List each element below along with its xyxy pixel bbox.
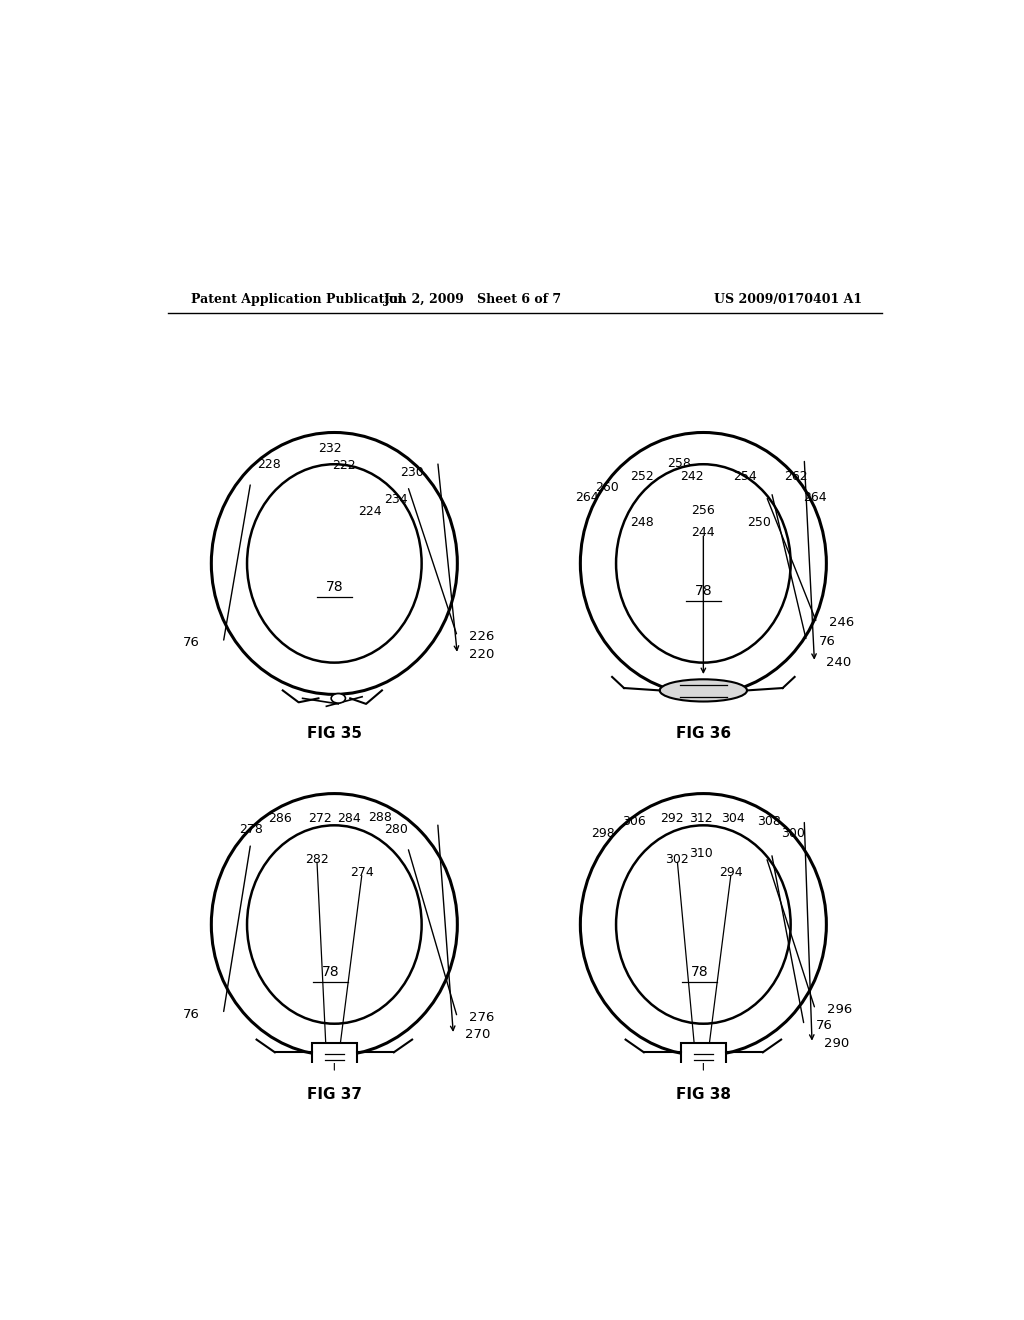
- Text: 300: 300: [781, 826, 805, 840]
- Text: 76: 76: [816, 1019, 833, 1032]
- Bar: [312, 1043, 356, 1065]
- Text: 284: 284: [337, 813, 360, 825]
- Text: 240: 240: [826, 656, 852, 669]
- Text: FIG 36: FIG 36: [676, 726, 731, 741]
- Text: 264: 264: [803, 491, 826, 504]
- Text: 248: 248: [631, 516, 654, 529]
- Text: 258: 258: [668, 457, 691, 470]
- Text: 282: 282: [305, 853, 329, 866]
- Text: 220: 220: [469, 648, 495, 661]
- Text: 286: 286: [268, 813, 292, 825]
- Text: 252: 252: [631, 470, 654, 483]
- Text: FIG 35: FIG 35: [307, 726, 361, 741]
- Text: 78: 78: [322, 965, 339, 979]
- Text: 76: 76: [818, 635, 836, 648]
- Bar: [681, 1043, 726, 1065]
- Text: 290: 290: [824, 1038, 849, 1051]
- Text: 276: 276: [469, 1011, 495, 1024]
- Text: 78: 78: [326, 581, 343, 594]
- Text: 280: 280: [384, 822, 409, 836]
- Text: 274: 274: [350, 866, 374, 879]
- Text: 272: 272: [308, 813, 332, 825]
- Text: 224: 224: [358, 506, 382, 519]
- Text: 76: 76: [182, 1007, 200, 1020]
- Text: 296: 296: [827, 1003, 852, 1016]
- Text: 256: 256: [691, 504, 715, 516]
- Text: 312: 312: [689, 813, 713, 825]
- Text: 278: 278: [239, 822, 263, 836]
- Text: 234: 234: [384, 494, 408, 507]
- Text: 228: 228: [257, 458, 282, 471]
- Text: 246: 246: [828, 616, 854, 630]
- Text: 232: 232: [318, 442, 342, 455]
- Text: 78: 78: [694, 585, 712, 598]
- Text: 254: 254: [733, 470, 758, 483]
- Text: 260: 260: [595, 480, 618, 494]
- Text: 78: 78: [690, 965, 709, 979]
- Text: Jul. 2, 2009   Sheet 6 of 7: Jul. 2, 2009 Sheet 6 of 7: [384, 293, 562, 306]
- Text: 306: 306: [623, 814, 646, 828]
- Text: 310: 310: [689, 847, 713, 861]
- Text: 264: 264: [574, 491, 598, 504]
- Text: 230: 230: [400, 466, 424, 479]
- Text: FIG 38: FIG 38: [676, 1088, 731, 1102]
- Text: 308: 308: [758, 814, 781, 828]
- Text: FIG 37: FIG 37: [307, 1088, 361, 1102]
- Text: 302: 302: [666, 853, 689, 866]
- Text: US 2009/0170401 A1: US 2009/0170401 A1: [714, 293, 862, 306]
- Ellipse shape: [331, 693, 345, 704]
- Text: 262: 262: [784, 470, 808, 483]
- Text: 250: 250: [746, 516, 771, 529]
- Text: 222: 222: [332, 459, 355, 473]
- Text: 304: 304: [721, 813, 744, 825]
- Text: 244: 244: [691, 525, 715, 539]
- Text: 226: 226: [469, 630, 495, 643]
- Text: 294: 294: [719, 866, 743, 879]
- Text: 242: 242: [680, 470, 703, 483]
- Text: 270: 270: [465, 1028, 490, 1041]
- Text: 76: 76: [182, 636, 200, 649]
- Text: 292: 292: [659, 813, 683, 825]
- Text: 288: 288: [369, 810, 392, 824]
- Text: Patent Application Publication: Patent Application Publication: [191, 293, 407, 306]
- Text: 298: 298: [591, 826, 614, 840]
- Ellipse shape: [659, 680, 748, 701]
